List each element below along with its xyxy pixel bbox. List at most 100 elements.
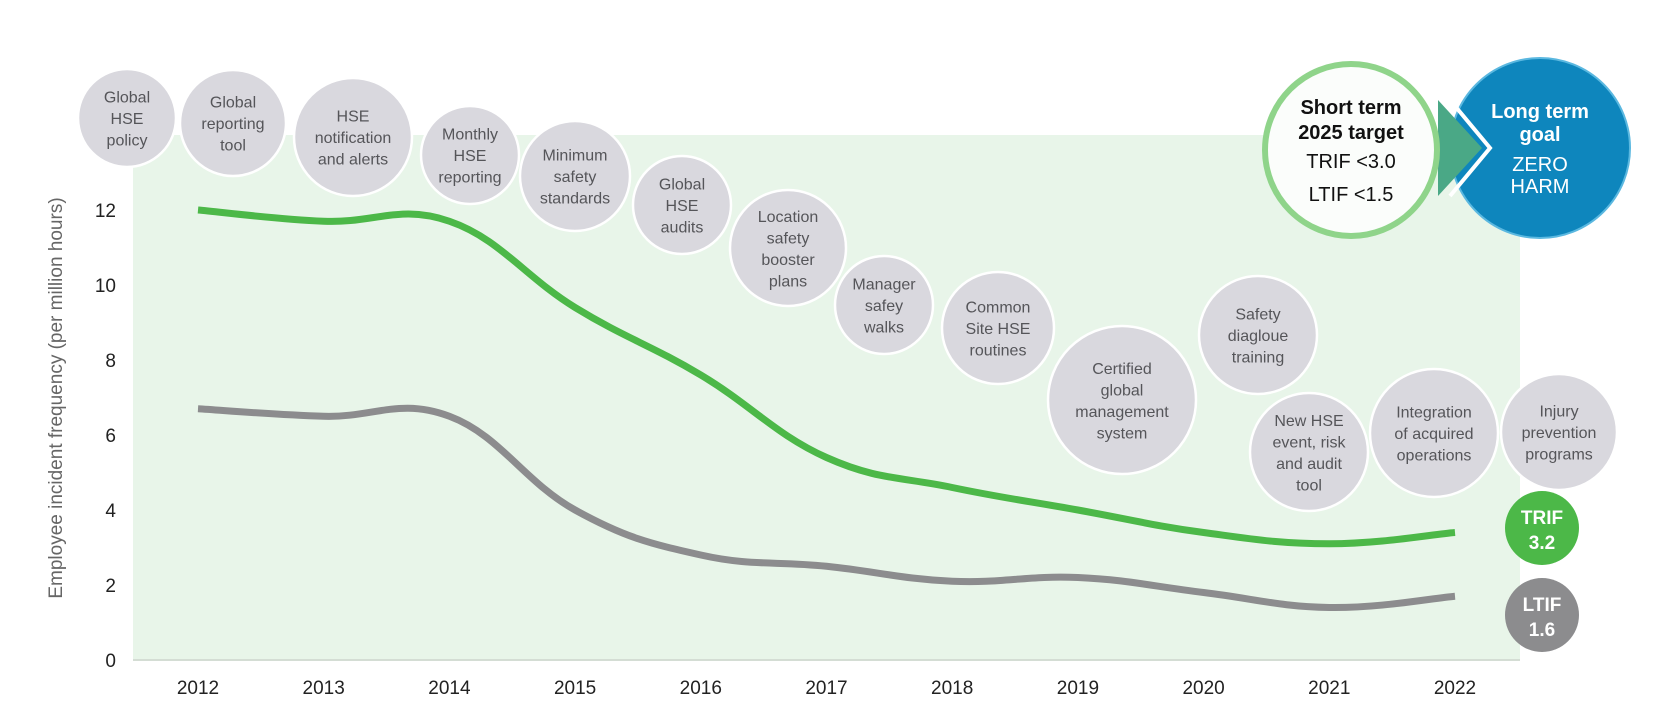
milestone-bubble: Global HSE audits <box>631 154 733 256</box>
milestone-circle <box>1499 372 1619 492</box>
milestone-text: walks <box>863 320 904 337</box>
y-ticks: 0 2 4 6 8 10 12 <box>95 201 117 672</box>
milestone-text: standards <box>540 191 610 208</box>
milestone-bubble: Common Site HSE routines <box>940 270 1056 386</box>
milestone-text: and audit <box>1276 456 1342 473</box>
x-tick-label: 2019 <box>1057 678 1099 699</box>
milestone-text: safety <box>554 169 597 186</box>
milestone-circle <box>1368 367 1500 499</box>
milestone-bubble: Safety diagloue training <box>1197 274 1319 396</box>
short-term-target-circle <box>1262 61 1440 239</box>
milestone-circle <box>728 188 848 308</box>
target-value: LTIF <1.5 <box>1309 184 1394 206</box>
milestone-text: of acquired <box>1394 426 1473 443</box>
milestone-text: HSE <box>666 198 699 215</box>
y-axis-label: Employee incident frequency (per million… <box>46 197 67 598</box>
end-label-text: 1.6 <box>1529 620 1555 641</box>
goal-title: goal <box>1519 124 1560 146</box>
milestone-text: programs <box>1525 447 1593 464</box>
goal-title: Long term <box>1491 101 1589 123</box>
milestone-text: Global <box>659 177 705 194</box>
milestone-text: safety <box>767 230 810 247</box>
series-lines <box>197 206 1456 612</box>
milestone-text: Site HSE <box>966 321 1031 338</box>
milestone-text: Global <box>104 90 150 107</box>
milestone-circle <box>419 104 521 206</box>
x-tick-label: 2021 <box>1308 678 1350 699</box>
milestone-text: Location <box>758 209 819 226</box>
milestone-text: prevention <box>1522 425 1597 442</box>
x-tick-label: 2014 <box>428 678 471 699</box>
x-tick-label: 2018 <box>931 678 973 699</box>
milestone-text: Integration <box>1396 405 1472 422</box>
milestone-text: Injury <box>1539 404 1578 421</box>
milestone-bubble: Location safety booster plans <box>728 188 848 308</box>
milestone-text: Common <box>966 300 1031 317</box>
target-title: Short term <box>1300 97 1401 119</box>
milestone-text: notification <box>315 130 392 147</box>
end-label-text: LTIF <box>1523 595 1562 616</box>
milestone-circle <box>178 68 288 178</box>
milestone-text: tool <box>1296 477 1322 494</box>
milestone-text: training <box>1232 350 1284 367</box>
milestone-text: tool <box>220 138 246 155</box>
milestone-text: routines <box>970 343 1027 360</box>
milestone-text: Minimum <box>543 148 608 165</box>
y-tick-label: 10 <box>95 276 116 297</box>
x-tick-label: 2017 <box>805 678 847 699</box>
x-tick-label: 2022 <box>1434 678 1476 699</box>
x-tick-label: 2020 <box>1182 678 1224 699</box>
y-tick-label: 12 <box>95 201 116 222</box>
goal-text: HARM <box>1511 176 1570 198</box>
milestone-bubble: Integration of acquired operations <box>1368 367 1500 499</box>
end-label-ltif-badge <box>1505 578 1579 652</box>
milestone-text: booster <box>761 252 815 269</box>
milestone-text: Certified <box>1092 361 1152 378</box>
goal-text: ZERO <box>1512 154 1568 176</box>
milestone-text: New HSE <box>1274 413 1343 430</box>
milestone-text: operations <box>1397 448 1472 465</box>
x-tick-label: 2015 <box>554 678 596 699</box>
milestone-circle <box>1248 391 1370 513</box>
milestone-bubble: Monthly HSE reporting <box>419 104 521 206</box>
milestone-circle <box>292 76 414 198</box>
end-label-text: TRIF <box>1521 508 1563 529</box>
milestone-bubble: Global reporting tool <box>178 68 288 178</box>
milestone-circle <box>518 119 632 233</box>
y-tick-label: 2 <box>105 576 116 597</box>
milestone-circle <box>940 270 1056 386</box>
milestone-circle <box>1197 274 1319 396</box>
series-line-trif <box>197 206 1456 548</box>
milestone-bubble: Minimum safety standards <box>518 119 632 233</box>
milestone-text: plans <box>769 273 807 290</box>
milestone-bubble: Global HSE policy <box>76 67 178 169</box>
arrow-icon <box>1438 100 1482 196</box>
milestone-bubble: HSE notification and alerts <box>292 76 414 198</box>
milestone-text: safey <box>865 298 903 315</box>
milestone-bubble: Certified global management system <box>1046 324 1198 476</box>
x-ticks: 2012 2013 2014 2015 2016 2017 2018 2019 2020 2021… <box>177 678 1476 699</box>
milestone-text: reporting <box>201 116 264 133</box>
target-value: TRIF <3.0 <box>1306 151 1395 173</box>
milestone-text: audits <box>661 220 704 237</box>
milestone-text: HSE <box>454 148 487 165</box>
x-tick-label: 2013 <box>303 678 345 699</box>
milestone-bubble: Injury prevention programs <box>1499 372 1619 492</box>
milestone-text: event, risk <box>1273 434 1347 451</box>
milestone-text: system <box>1097 425 1148 442</box>
milestone-text: HSE <box>337 109 370 126</box>
milestone-text: Monthly <box>442 127 498 144</box>
milestone-bubbles: Global HSE policy Global reporting tool HSE not… <box>76 67 1619 513</box>
milestone-text: reporting <box>438 170 501 187</box>
milestone-text: Safety <box>1235 307 1280 324</box>
milestone-bubble: New HSE event, risk and audit tool <box>1248 391 1370 513</box>
end-label-trif-badge <box>1505 491 1579 565</box>
milestone-circle <box>631 154 733 256</box>
end-value-labels: TRIF 3.2 LTIF 1.6 <box>1505 491 1579 652</box>
milestone-text: policy <box>107 133 148 150</box>
arrow-outline <box>1448 98 1493 198</box>
milestone-text: global <box>1101 382 1144 399</box>
target-title: 2025 target <box>1298 122 1404 144</box>
targets-and-goal: Short term 2025 target TRIF <3.0 LTIF <1.5 L… <box>1262 57 1631 239</box>
